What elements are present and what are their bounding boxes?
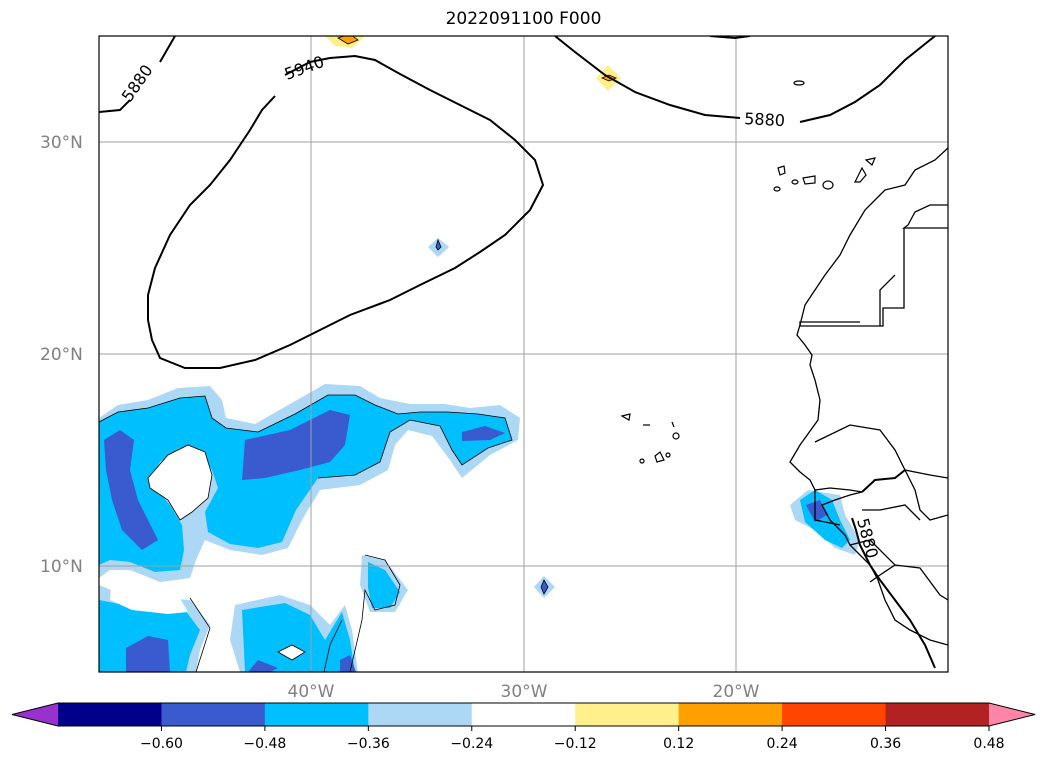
colorbar-tick-label: 0.48 [973,736,1004,752]
colorbar-tick-label: 0.24 [767,736,798,752]
lat-label-20n: 20°N [40,345,83,365]
colorbar-segment [885,703,990,726]
lon-label-20w: 20°W [713,682,760,702]
colorbar-tick-label: −0.48 [243,736,286,752]
shading-outlines [99,394,513,672]
map-title: 2022091100 F000 [445,9,602,29]
colorbar-tick-label: 0.36 [870,736,901,752]
colorbar-segment [782,703,887,726]
shading-holes [110,444,306,661]
lon-label-40w: 40°W [288,682,335,702]
colorbar-tick-label: −0.12 [554,736,597,752]
colorbar-tick-label: −0.24 [450,736,493,752]
latitude-labels: 30°N 20°N 10°N [40,133,83,577]
colorbar-tick-label: −0.36 [347,736,390,752]
colorbar-tick-label: −0.60 [140,736,183,752]
colorbar-segment [368,703,473,726]
map-area: 5880 5940 5880 5880 [99,36,948,672]
colorbar-segment [161,703,266,726]
colorbar-extend-high [989,703,1035,726]
colorbar: −0.60 −0.48 −0.36 −0.24 −0.12 0.12 0.24 0.36 0.4… [11,702,1036,752]
colorbar-segment [471,703,576,726]
lon-label-30w: 30°W [501,682,548,702]
contour-label-3: 5880 [744,109,786,130]
islands [620,80,877,464]
shading-sky-blue [99,395,850,672]
colorbar-outline [11,702,1036,727]
height-contours [99,36,936,669]
lat-label-30n: 30°N [40,133,83,153]
colorbar-extend-low [12,703,58,726]
colorbar-segment [58,703,162,726]
colorbar-tick-label: 0.12 [663,736,694,752]
colorbar-segment [678,703,783,726]
lat-label-10n: 10°N [40,557,83,577]
longitude-labels: 40°W 30°W 20°W [288,682,760,702]
small-blue-cores [435,238,549,595]
colorbar-segment [575,703,680,726]
colorbar-segment [264,703,369,726]
gridlines [99,36,948,672]
map-frame [98,35,949,673]
coastlines [789,147,948,646]
